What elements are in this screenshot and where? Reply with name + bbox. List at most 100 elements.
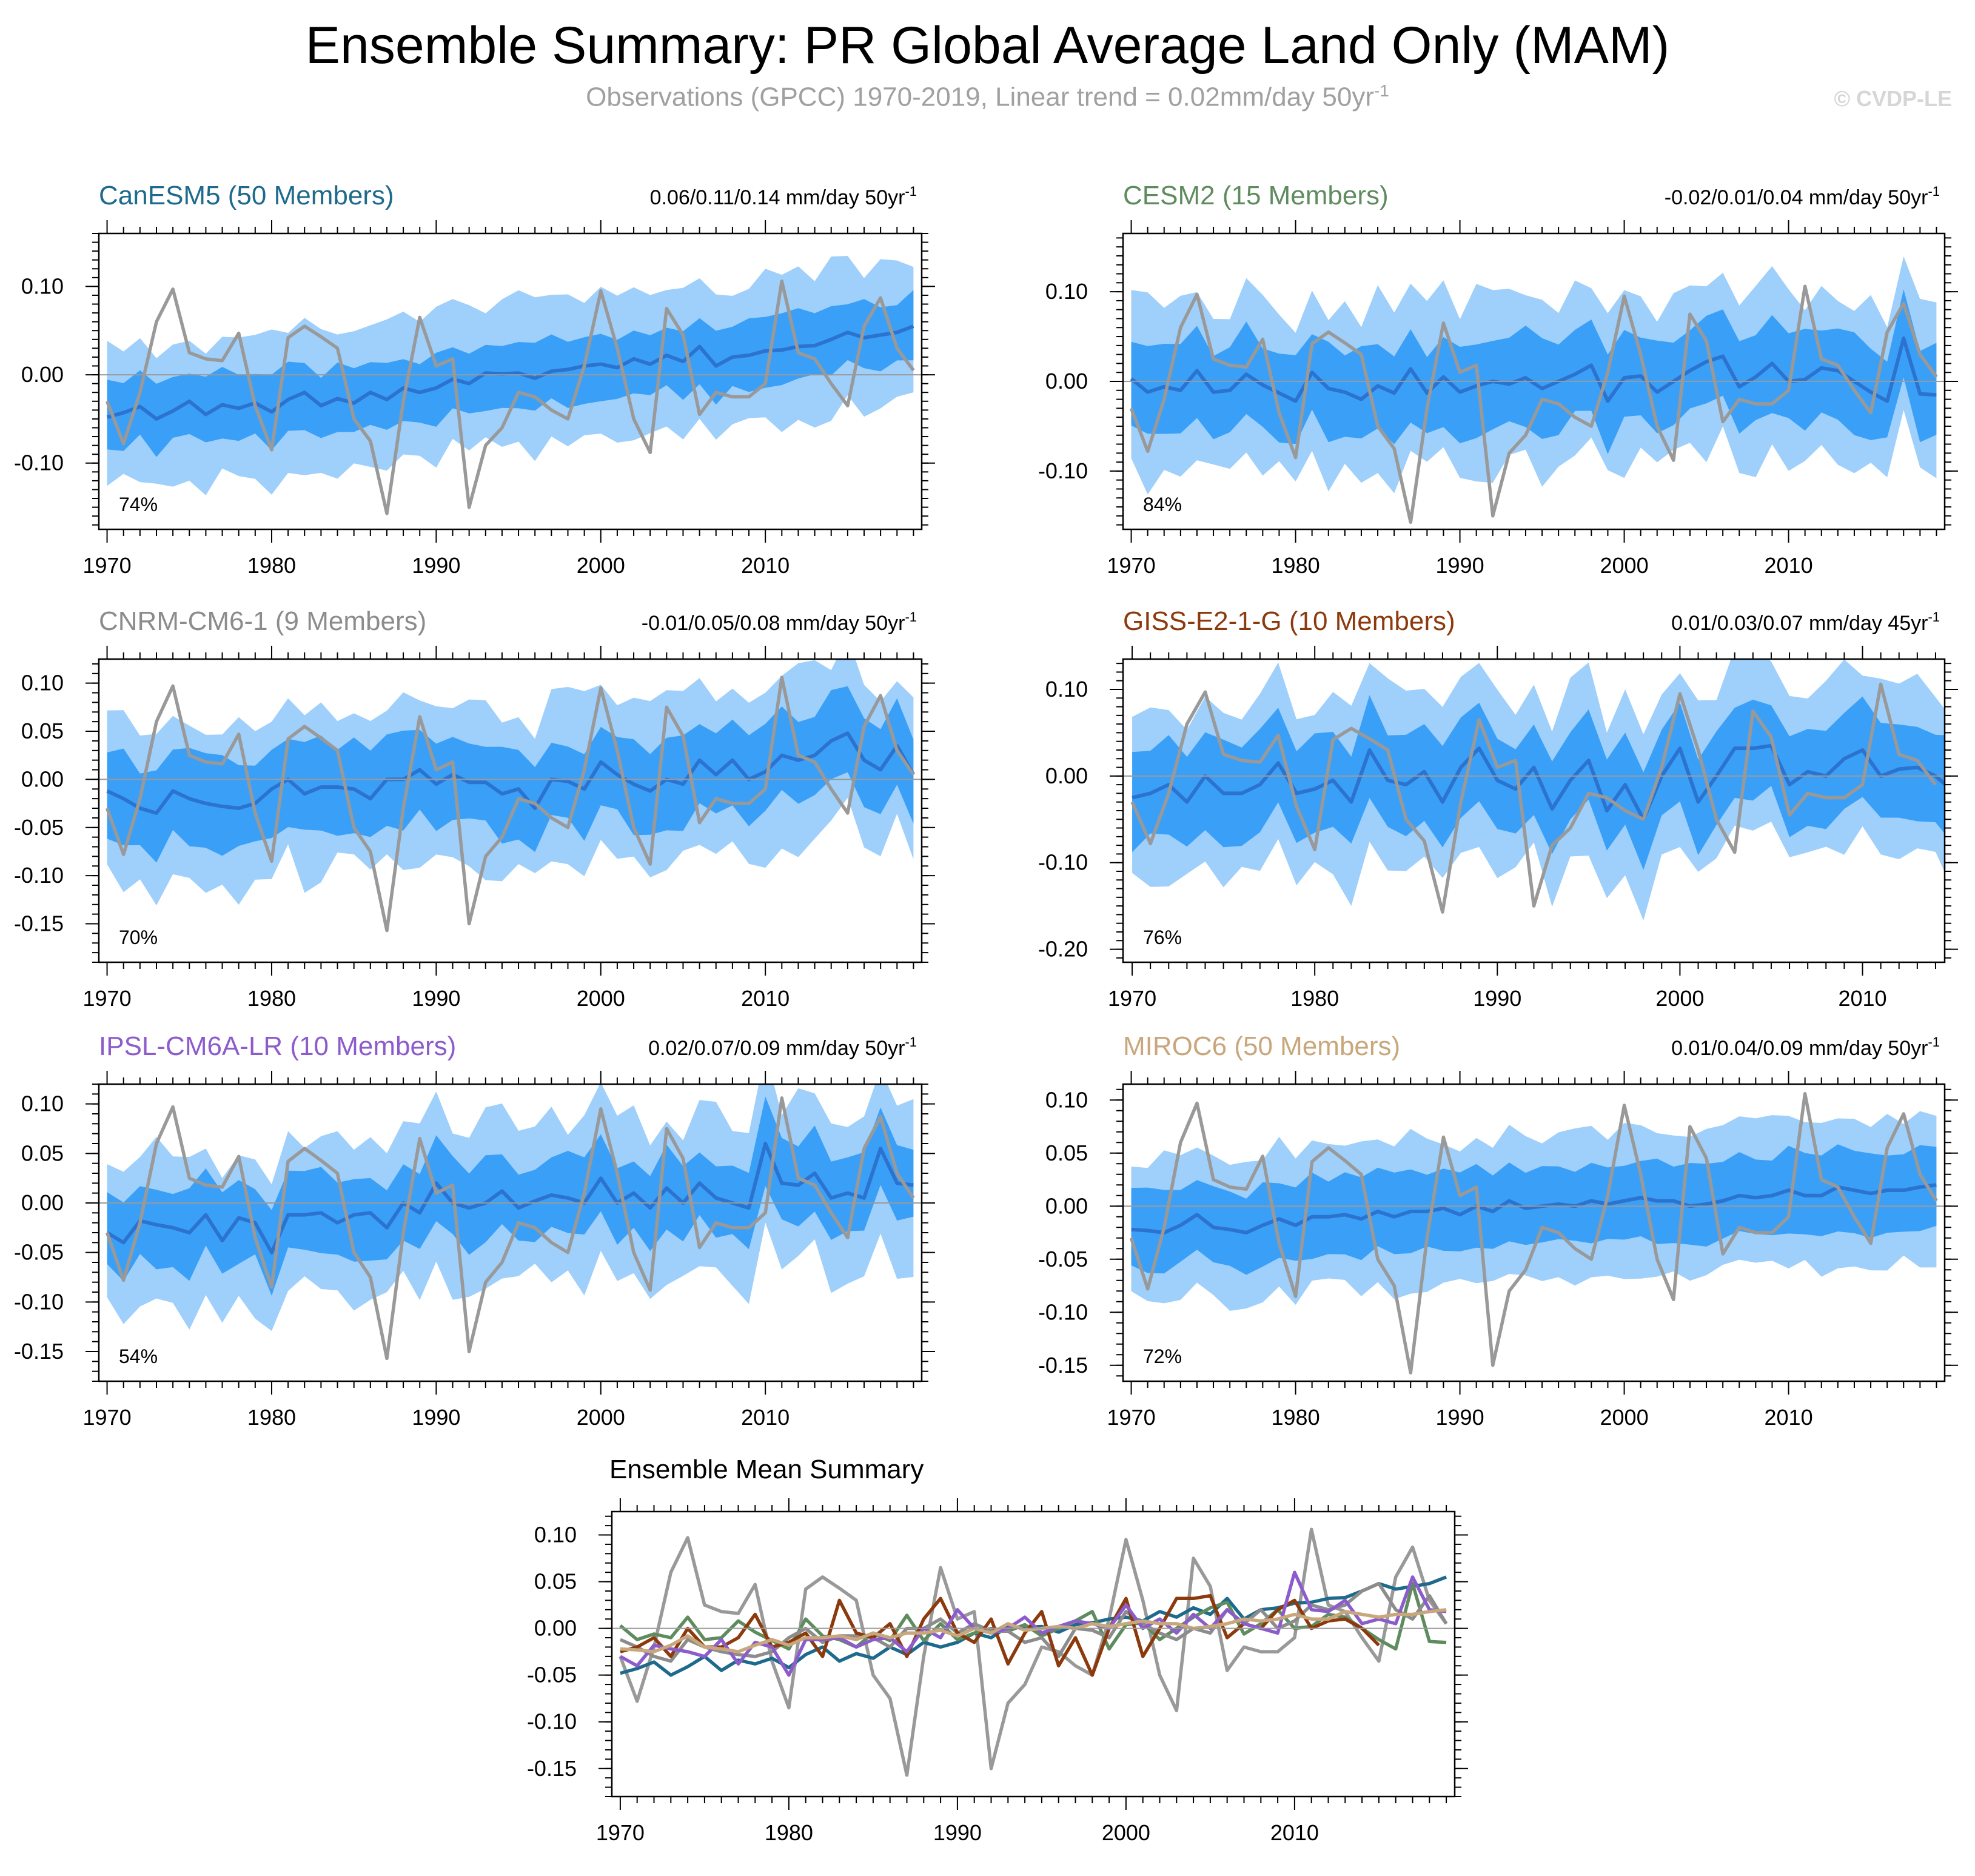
x-tick-label: 1970 — [83, 986, 132, 1011]
y-tick-label: -0.10 — [14, 1289, 64, 1314]
plot-area — [106, 659, 916, 933]
y-tick-label: -0.15 — [14, 1339, 64, 1364]
y-tick-label: 0.10 — [1045, 279, 1088, 304]
x-tick-label: 1990 — [1436, 553, 1484, 578]
x-tick-label: 1980 — [1290, 986, 1339, 1011]
plot-frame — [1122, 1083, 1946, 1382]
summary-line-cnrm-cm6-1 — [619, 1581, 1448, 1663]
y-tick-label: -0.10 — [14, 863, 64, 888]
panel-trend-text: 0.06/0.11/0.14 mm/day 50yr — [650, 186, 905, 209]
x-tick-label: 2010 — [1270, 1820, 1319, 1845]
panel-trend: 0.01/0.04/0.09 mm/day 50yr-1 — [1671, 1034, 1940, 1060]
x-tick-label: 2000 — [1600, 1405, 1649, 1430]
summary-title: Ensemble Mean Summary — [609, 1455, 924, 1484]
ensemble-mean-line — [1132, 743, 1945, 822]
x-tick-label: 1980 — [247, 553, 296, 578]
panel-trend: 0.02/0.07/0.09 mm/day 50yr-1 — [648, 1034, 917, 1060]
axis-ticks — [86, 220, 935, 543]
panel-percent: 74% — [119, 494, 158, 515]
x-tick-label: 1970 — [596, 1820, 645, 1845]
ensemble-mean-line — [106, 1142, 914, 1255]
y-tick-label: 0.10 — [534, 1523, 577, 1547]
panel-title: CanESM5 (50 Members) — [99, 181, 394, 210]
panel-title: CESM2 (15 Members) — [1123, 181, 1389, 210]
ensemble-mean-line — [106, 324, 914, 421]
x-tick-label: 1980 — [247, 1405, 296, 1430]
panel-trend-text: -0.01/0.05/0.08 mm/day 50yr — [642, 612, 905, 635]
x-tick-label: 2000 — [1600, 553, 1649, 578]
x-tick-label: 1970 — [1108, 986, 1156, 1011]
panel-percent: 72% — [1143, 1345, 1182, 1367]
y-tick-label: 0.10 — [21, 671, 64, 695]
y-tick-label: 0.10 — [1045, 677, 1088, 702]
panel-percent: 54% — [119, 1345, 158, 1367]
panel-title: GISS-E2-1-G (10 Members) — [1123, 606, 1455, 636]
y-tick-label: -0.15 — [527, 1756, 577, 1781]
x-tick-label: 1980 — [247, 986, 296, 1011]
plot-area — [1130, 659, 1945, 921]
ensemble-inner-range-band — [1131, 289, 1937, 454]
plot-area — [106, 256, 915, 515]
y-tick-label: -0.10 — [1038, 850, 1088, 875]
x-tick-label: 2000 — [1655, 986, 1704, 1011]
y-tick-label: 0.00 — [1045, 763, 1088, 788]
axis-ticks — [1110, 220, 1958, 543]
summary-line-miroc6 — [620, 1608, 1447, 1653]
x-tick-label: 1970 — [1107, 553, 1156, 578]
observations-line — [1130, 682, 1937, 914]
x-tick-label: 1980 — [1272, 553, 1320, 578]
panel-trend-superscript: -1 — [1928, 184, 1940, 199]
panel-title: MIROC6 (50 Members) — [1123, 1031, 1400, 1061]
panel-miroc6: -0.15 -0.10 -0.05 0.00 0.05 0.10 1970 1980 1990 2… — [1038, 1031, 1958, 1430]
x-tick-label: 1990 — [412, 1405, 460, 1430]
x-tick-label: 2010 — [1765, 553, 1813, 578]
x-tick-label: 1980 — [1272, 1405, 1320, 1430]
y-tick-label: -0.10 — [1038, 458, 1088, 483]
axis-ticks — [599, 1498, 1468, 1810]
ensemble-inner-range-band — [107, 1096, 914, 1296]
x-tick-label: 1990 — [1473, 986, 1521, 1011]
x-tick-label: 2000 — [1102, 1820, 1150, 1845]
y-tick-label: -0.10 — [527, 1709, 577, 1734]
observations-line — [106, 1096, 915, 1361]
ensemble-inner-range-band — [107, 686, 914, 863]
ensemble-mean-line — [106, 731, 916, 815]
x-tick-label: 2000 — [577, 553, 625, 578]
x-tick-label: 1990 — [412, 986, 460, 1011]
x-tick-label: 1990 — [412, 553, 460, 578]
y-tick-label: -0.10 — [14, 451, 64, 475]
plot-area — [1129, 1092, 1938, 1375]
panel-trend: 0.06/0.11/0.14 mm/day 50yr-1 — [650, 184, 917, 209]
x-tick-label: 2010 — [1765, 1405, 1813, 1430]
panel-trend: -0.02/0.01/0.04 mm/day 50yr-1 — [1665, 184, 1940, 209]
panel-percent: 76% — [1143, 926, 1182, 948]
panel-percent: 84% — [1143, 494, 1182, 515]
axis-ticks — [86, 1071, 935, 1395]
figure-subtitle: Observations (GPCC) 1970-2019, Linear tr… — [0, 81, 1975, 113]
subtitle-superscript: -1 — [1373, 81, 1389, 100]
figure-title: Ensemble Summary: PR Global Average Land… — [305, 16, 1670, 75]
x-tick-label: 1970 — [1107, 1405, 1156, 1430]
x-tick-label: 1990 — [933, 1820, 982, 1845]
y-tick-label: 0.10 — [21, 273, 64, 298]
panel-trend-superscript: -1 — [905, 1034, 917, 1050]
x-tick-label: 2000 — [577, 1405, 625, 1430]
plot-frame — [98, 232, 923, 531]
y-tick-label: 0.05 — [21, 719, 64, 743]
panel-trend-text: -0.02/0.01/0.04 mm/day 50yr — [1665, 186, 1928, 209]
x-tick-label: 1970 — [83, 553, 132, 578]
ensemble-inner-range-band — [1131, 1144, 1937, 1275]
x-tick-label: 2010 — [741, 986, 790, 1011]
y-tick-label: 0.05 — [21, 1141, 64, 1165]
axis-ticks — [1110, 1071, 1958, 1395]
x-tick-label: 2000 — [577, 986, 625, 1011]
summary-plot-area — [619, 1527, 1448, 1777]
y-tick-label: -0.15 — [1038, 1353, 1088, 1378]
y-tick-label: 0.10 — [21, 1091, 64, 1116]
y-tick-label: 0.00 — [21, 766, 64, 791]
y-tick-label: 0.00 — [21, 1190, 64, 1215]
y-tick-label: -0.05 — [1038, 1247, 1088, 1271]
summary-observations-line — [619, 1527, 1448, 1777]
y-tick-label: 0.00 — [21, 362, 64, 387]
